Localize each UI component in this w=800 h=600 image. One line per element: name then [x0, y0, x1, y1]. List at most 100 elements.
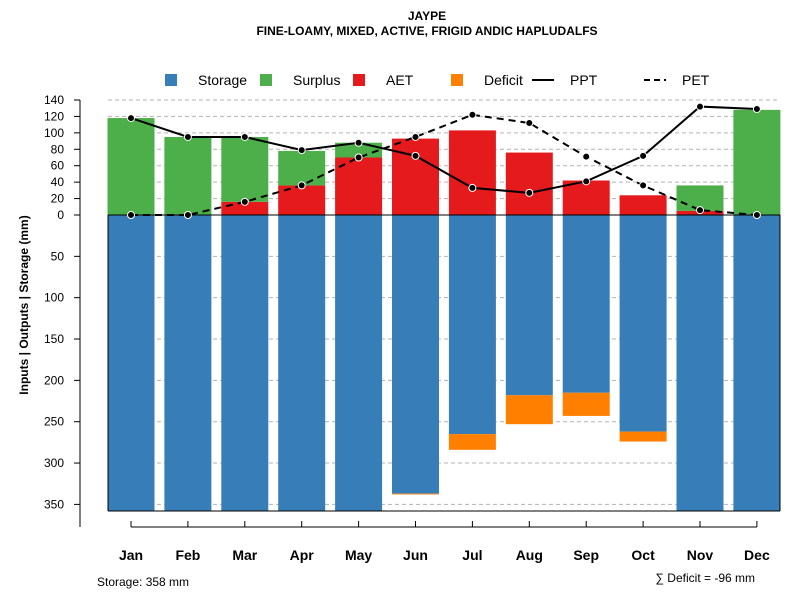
ppt-point — [696, 102, 704, 111]
deficit-bar — [448, 434, 496, 450]
y-tick-label: 200 — [44, 373, 64, 387]
y-tick-label: 250 — [44, 415, 64, 429]
ppt-point — [639, 151, 648, 160]
storage-annotation: Storage: 358 mm — [97, 575, 189, 589]
surplus-bar — [278, 150, 326, 186]
y-tick-label: 60 — [51, 159, 65, 173]
ppt-point — [297, 146, 306, 155]
aet-bar — [619, 195, 667, 215]
x-tick-label: Nov — [687, 547, 714, 563]
ppt-point — [468, 183, 477, 192]
surplus-bar — [107, 118, 155, 215]
ppt-point — [354, 138, 363, 147]
aet-bar — [562, 180, 610, 215]
storage-bar — [676, 215, 724, 511]
ppt-point — [752, 105, 761, 114]
legend-label: PET — [682, 72, 710, 88]
deficit-bar — [562, 392, 610, 416]
bars — [107, 109, 781, 511]
x-tick-label: Jan — [119, 547, 143, 563]
storage-bar — [221, 215, 269, 511]
x-tick-label: Sep — [573, 547, 599, 563]
ppt-point — [411, 151, 420, 160]
y-tick-label: 350 — [44, 497, 64, 511]
storage-bar — [335, 215, 383, 511]
legend-label: AET — [386, 72, 414, 88]
pet-point — [297, 181, 306, 190]
pet-line — [131, 113, 757, 216]
storage-bar — [107, 215, 155, 511]
y-tick-label: 120 — [44, 109, 64, 123]
storage-bar — [392, 215, 439, 494]
storage-bar — [164, 215, 212, 511]
pet-point — [183, 211, 192, 219]
y-tick-label: 50 — [51, 249, 65, 263]
y-tick-label: 20 — [51, 192, 65, 206]
x-tick-label: May — [345, 547, 372, 563]
gridlines — [108, 99, 780, 505]
pet-point — [752, 211, 761, 219]
storage-bar — [562, 215, 610, 393]
surplus-bar — [221, 136, 269, 202]
y-tick-label: 0 — [57, 208, 64, 222]
pet-point — [468, 110, 477, 119]
aet-bar — [335, 157, 383, 215]
pet-point — [354, 153, 363, 162]
x-tick-label: Mar — [232, 547, 257, 563]
ppt-point — [525, 188, 534, 197]
x-tick-label: Feb — [175, 547, 200, 563]
aet-bar — [448, 130, 496, 215]
surplus-bar — [733, 109, 781, 215]
aet-bar — [392, 138, 439, 215]
ppt-line — [130, 105, 757, 194]
series-lines — [127, 102, 761, 219]
legend-label: Surplus — [293, 72, 340, 88]
surplus-bar — [164, 136, 212, 215]
chart-title: JAYPE — [408, 9, 446, 23]
ppt-point — [582, 177, 591, 186]
y-tick-label: 300 — [44, 456, 64, 470]
pet-point — [696, 206, 704, 215]
pet-point — [127, 211, 135, 219]
x-tick-label: Oct — [631, 547, 655, 563]
ppt-point — [183, 132, 192, 141]
legend-swatch — [165, 74, 177, 86]
x-tick-label: Jul — [462, 547, 482, 563]
ppt-point — [240, 132, 249, 141]
legend: Storage Surplus AET Deficit PPT PET — [165, 72, 710, 88]
deficit-annotation: ∑ Deficit = -96 mm — [655, 571, 755, 585]
legend-label: Deficit — [484, 72, 523, 88]
deficit-bar — [505, 395, 553, 425]
pet-point — [582, 152, 591, 161]
y-tick-label: 140 — [44, 93, 64, 107]
deficit-bar — [392, 493, 439, 495]
y-tick-label: 100 — [44, 291, 64, 305]
aet-bar — [505, 152, 553, 215]
y-tick-label: 80 — [51, 142, 65, 156]
x-tick-label: Aug — [516, 547, 543, 563]
aet-bar — [221, 201, 269, 215]
ppt-point — [127, 114, 135, 123]
x-tick-label: Jun — [403, 547, 428, 563]
axes: 14012010080604020050100150200250300350Ja… — [44, 93, 781, 563]
storage-bar — [733, 215, 781, 511]
y-tick-label: 40 — [51, 175, 65, 189]
legend-label: Storage — [198, 72, 247, 88]
legend-swatch — [353, 74, 365, 86]
x-tick-label: Apr — [290, 547, 315, 563]
storage-bar — [505, 215, 553, 396]
pet-point — [639, 181, 648, 190]
pet-point — [411, 132, 420, 141]
pet-point — [240, 197, 249, 206]
storage-bar — [619, 215, 667, 432]
legend-swatch — [451, 74, 463, 86]
deficit-bar — [619, 431, 667, 442]
pet-point — [525, 119, 534, 127]
storage-bar — [278, 215, 326, 511]
storage-bar — [448, 215, 496, 435]
chart-subtitle: FINE-LOAMY, MIXED, ACTIVE, FRIGID ANDIC … — [256, 24, 597, 38]
y-tick-label: 100 — [44, 126, 64, 140]
y-tick-label: 150 — [44, 332, 64, 346]
legend-label: PPT — [570, 72, 598, 88]
